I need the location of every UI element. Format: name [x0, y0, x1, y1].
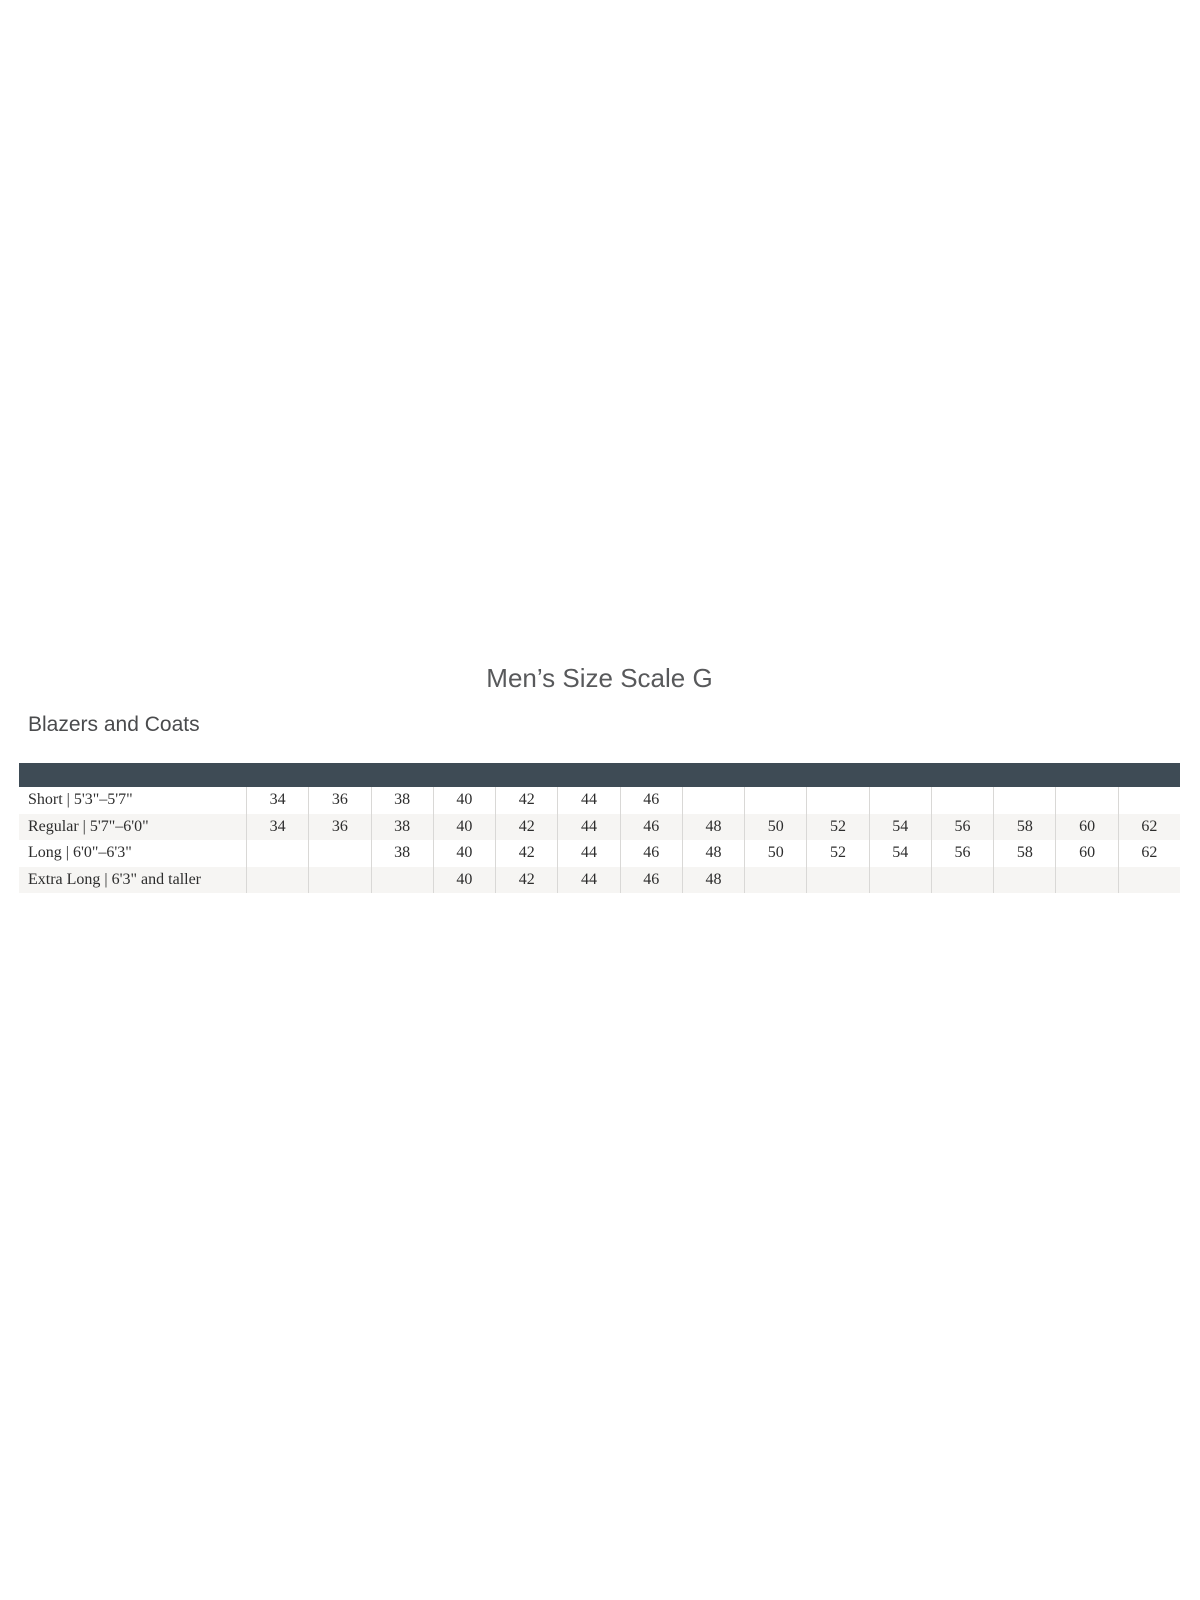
table-row: Regular | 5'7"–6'0" 34 36 38 40 42 44 46 48 50 52 5…	[19, 813, 1180, 840]
size-cell	[744, 866, 806, 893]
size-cell: 46	[619, 866, 682, 893]
size-cell: 46	[619, 840, 682, 867]
row-label: Short | 5'3"–5'7"	[28, 791, 133, 809]
page-title: Men’s Size Scale G	[486, 663, 713, 693]
size-cell: 38	[370, 813, 433, 840]
size-cell: 60	[1055, 813, 1117, 840]
size-cell: 34	[246, 813, 308, 840]
size-cell	[930, 787, 993, 814]
size-table: Short | 5'3"–5'7" 34 36 38 40 42 44 46 Regular |…	[19, 763, 1180, 893]
size-cell	[1055, 787, 1117, 814]
row-label: Regular | 5'7"–6'0"	[28, 817, 149, 835]
size-cell	[868, 787, 931, 814]
size-cell	[1117, 787, 1180, 814]
row-label: Extra Long | 6'3" and taller	[28, 870, 202, 888]
size-cell: 58	[993, 813, 1055, 840]
size-cell: 54	[868, 840, 931, 867]
size-cell: 42	[495, 840, 557, 867]
size-cell: 52	[806, 840, 868, 867]
size-cell	[744, 787, 806, 814]
size-cell	[930, 866, 993, 893]
size-cell	[993, 787, 1055, 814]
size-cell: 62	[1117, 840, 1180, 867]
size-cell	[1055, 866, 1117, 893]
size-cell: 44	[557, 787, 619, 814]
size-cell: 48	[681, 866, 744, 893]
size-cell	[1117, 866, 1180, 893]
size-cell: 44	[557, 866, 619, 893]
size-cell: 36	[308, 813, 370, 840]
size-cell: 42	[495, 866, 557, 893]
size-cell	[308, 840, 370, 867]
size-cell	[993, 866, 1055, 893]
size-cell: 62	[1117, 813, 1180, 840]
size-cell: 56	[930, 813, 993, 840]
size-cell: 40	[432, 787, 495, 814]
table-header-bar	[19, 763, 1180, 787]
size-cell: 54	[868, 813, 931, 840]
size-cell	[681, 787, 744, 814]
table-row: Long | 6'0"–6'3" 38 40 42 44 46 48 50 52 54 56 58 60…	[19, 840, 1180, 867]
section-heading: Blazers and Coats	[28, 713, 200, 736]
size-cell: 50	[744, 840, 806, 867]
row-label: Long | 6'0"–6'3"	[28, 844, 132, 862]
size-cell: 60	[1055, 840, 1117, 867]
size-cell: 44	[557, 813, 619, 840]
size-cell	[246, 866, 308, 893]
size-cell: 42	[495, 813, 557, 840]
size-cell: 48	[681, 840, 744, 867]
size-cell: 44	[557, 840, 619, 867]
size-cell: 38	[370, 840, 433, 867]
size-cell	[806, 787, 868, 814]
size-cell: 40	[432, 813, 495, 840]
size-cell: 40	[432, 866, 495, 893]
size-cell: 58	[993, 840, 1055, 867]
table-row: Short | 5'3"–5'7" 34 36 38 40 42 44 46	[19, 787, 1180, 814]
size-cell: 50	[744, 813, 806, 840]
size-cell: 34	[246, 787, 308, 814]
size-cell	[370, 866, 433, 893]
size-cell: 42	[495, 787, 557, 814]
size-cell: 38	[370, 787, 433, 814]
size-cell: 48	[681, 813, 744, 840]
size-cell: 46	[619, 787, 682, 814]
size-cell: 56	[930, 840, 993, 867]
size-cell: 46	[619, 813, 682, 840]
size-cell	[308, 866, 370, 893]
size-cell: 52	[806, 813, 868, 840]
size-cell	[868, 866, 931, 893]
size-cell: 40	[432, 840, 495, 867]
table-row: Extra Long | 6'3" and taller 40 42 44 46 48	[19, 866, 1180, 893]
size-cell: 36	[308, 787, 370, 814]
size-cell	[246, 840, 308, 867]
size-table-body: Short | 5'3"–5'7" 34 36 38 40 42 44 46 Regular |…	[19, 787, 1180, 893]
size-cell	[806, 866, 868, 893]
